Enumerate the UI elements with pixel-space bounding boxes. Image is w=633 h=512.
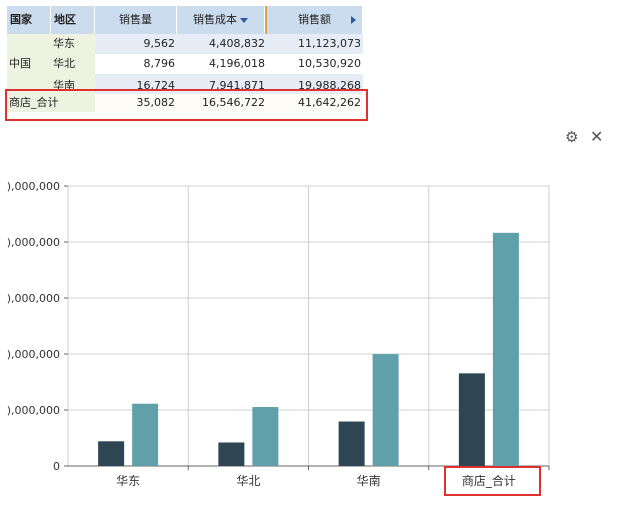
total-sales: 41,642,262	[267, 94, 363, 112]
x-tick-label: 华北	[236, 474, 260, 488]
header-region[interactable]: 地区	[51, 6, 95, 34]
bar	[98, 441, 125, 466]
bar-chart: 0 ),000,000 ),000,000 ),000,000 ),000,000 ),0…	[7, 180, 550, 488]
pivot-table: 国家 地区 销售量 销售成本 销售额 中国 华东 9,562 4,408,832…	[7, 6, 363, 112]
x-tick-label: 华东	[116, 474, 140, 488]
total-cost: 16,546,722	[177, 94, 267, 112]
header-country[interactable]: 国家	[7, 6, 51, 34]
header-sales-cost-label: 销售成本	[193, 13, 237, 26]
column-resize-handle[interactable]	[265, 6, 267, 34]
total-row-label: 商店_合计	[7, 94, 95, 112]
close-icon[interactable]: ✕	[590, 127, 604, 146]
cell-qty: 9,562	[95, 34, 177, 54]
total-qty: 35,082	[95, 94, 177, 112]
header-sales-amount-label: 销售额	[298, 13, 331, 26]
cell-sales: 11,123,073	[267, 34, 363, 54]
expand-arrow-icon[interactable]	[351, 16, 356, 24]
x-tick-label: 商店_合计	[462, 473, 516, 488]
bar	[492, 232, 519, 466]
y-tick-label: ),000,000	[7, 180, 60, 193]
header-sales-qty-label: 销售量	[119, 13, 152, 26]
category-label-highlight	[444, 466, 541, 496]
header-sales-cost[interactable]: 销售成本	[177, 6, 265, 34]
bar	[218, 442, 245, 466]
y-tick-label: 0	[53, 460, 60, 473]
bar	[458, 373, 485, 466]
bar	[132, 403, 159, 466]
total-row-highlight	[5, 89, 368, 121]
bar	[252, 407, 279, 466]
row-region: 华东	[51, 34, 95, 54]
cell-qty: 8,796	[95, 54, 177, 74]
cell-cost: 4,196,018	[177, 54, 267, 74]
x-tick-label: 华南	[357, 473, 381, 488]
y-tick-label: ),000,000	[7, 236, 60, 249]
y-tick-label: ),000,000	[7, 404, 60, 417]
row-country: 中国	[7, 34, 51, 94]
sort-desc-icon[interactable]	[240, 17, 248, 23]
header-sales-amount[interactable]: 销售额	[267, 6, 363, 34]
header-sales-qty[interactable]: 销售量	[95, 6, 177, 34]
y-tick-label: ),000,000	[7, 292, 60, 305]
gear-icon[interactable]: ⚙	[565, 128, 579, 146]
y-tick-label: ),000,000	[7, 348, 60, 361]
row-region: 华北	[51, 54, 95, 74]
bar	[338, 421, 365, 466]
cell-sales: 10,530,920	[267, 54, 363, 74]
bar	[372, 354, 399, 466]
cell-cost: 4,408,832	[177, 34, 267, 54]
